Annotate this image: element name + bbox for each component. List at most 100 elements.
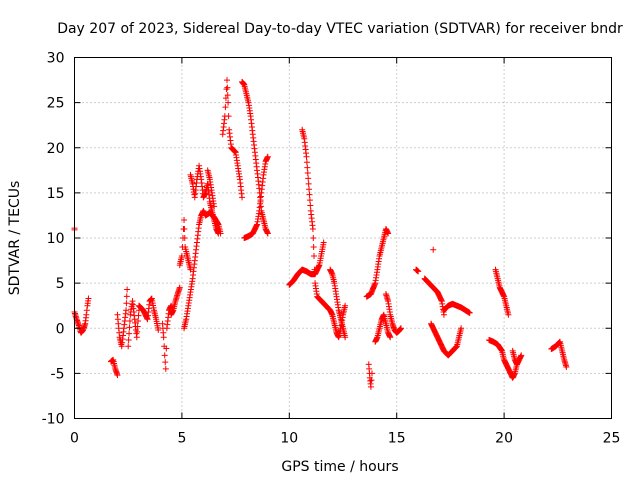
data-point: [155, 327, 162, 334]
y-tick-label: -5: [51, 366, 65, 382]
data-point: [125, 343, 132, 350]
data-point: [126, 318, 133, 325]
data-point: [124, 286, 131, 293]
data-point: [505, 311, 512, 318]
data-segment: [428, 320, 465, 359]
data-segment: [125, 298, 142, 350]
data-point: [85, 295, 92, 302]
data-point: [367, 383, 374, 390]
data-point: [239, 194, 246, 201]
data-segment: [440, 300, 473, 316]
data-point: [305, 180, 312, 187]
data-segment: [363, 225, 392, 300]
data-point: [162, 365, 169, 372]
data-point: [458, 325, 465, 332]
data-segment: [241, 153, 271, 241]
data-point: [264, 230, 271, 237]
x-tick-label: 0: [70, 431, 79, 447]
data-point: [160, 334, 167, 341]
data-point: [466, 309, 473, 316]
y-tick-label: 15: [47, 186, 65, 202]
data-point: [224, 92, 231, 99]
data-point: [303, 159, 310, 166]
data-point: [211, 203, 218, 210]
data-point: [387, 334, 394, 341]
data-point: [309, 225, 316, 232]
data-segment: [168, 284, 183, 318]
data-point: [303, 153, 310, 160]
data-point: [133, 334, 140, 341]
data-segment: [413, 266, 422, 275]
data-segment: [232, 149, 246, 201]
y-tick-label: 0: [56, 321, 65, 337]
y-axis-label: SDTVAR / TECUs: [7, 181, 23, 296]
data-point: [178, 253, 185, 260]
data-point: [306, 186, 313, 193]
data-point: [134, 323, 141, 330]
y-tick-labels: -10 -5 0 5 10 15 20 25 30: [42, 51, 65, 428]
data-point: [563, 364, 570, 371]
data-point: [513, 361, 520, 368]
data-segment: [548, 338, 570, 371]
data-segment: [204, 180, 222, 237]
y-tick-label: 20: [47, 141, 65, 157]
data-point: [181, 235, 188, 241]
data-segment: [299, 126, 336, 318]
data-segment: [372, 311, 394, 345]
data-point: [224, 84, 231, 91]
data-segment: [108, 356, 121, 379]
data-point: [126, 330, 133, 337]
data-point: [83, 311, 90, 318]
x-tick-label: 5: [177, 431, 186, 447]
data-segment: [382, 290, 404, 336]
data-point: [304, 170, 311, 177]
data-point: [222, 95, 229, 102]
data-point: [385, 230, 392, 237]
x-tick-label: 25: [603, 431, 621, 447]
data-point: [368, 370, 375, 377]
x-tick-label: 20: [495, 431, 513, 447]
data-point: [518, 352, 525, 359]
data-point: [397, 325, 404, 332]
data-point: [310, 244, 317, 251]
x-axis-label: GPS time / hours: [281, 459, 398, 475]
data-point: [224, 77, 231, 84]
y-tick-label: 30: [47, 51, 65, 67]
data-segment: [176, 216, 194, 273]
data-segment: [159, 302, 175, 372]
data-segment: [286, 239, 327, 288]
data-segment: [365, 361, 375, 390]
data-point: [310, 235, 317, 241]
data-point: [83, 307, 90, 314]
data-segment: [430, 246, 437, 253]
data-segment: [329, 302, 349, 341]
y-tick-label: 25: [47, 96, 65, 112]
data-point: [123, 300, 130, 307]
data-point: [162, 359, 169, 366]
data-point: [305, 175, 312, 182]
data-point: [176, 284, 183, 291]
data-point: [163, 345, 170, 352]
data-points: [71, 77, 570, 390]
data-segment: [492, 266, 512, 318]
data-point: [135, 312, 142, 319]
data-point: [311, 266, 318, 273]
data-point: [181, 225, 188, 232]
x-tick-labels: 0 5 10 15 20 25: [70, 431, 620, 447]
data-point: [342, 334, 349, 341]
data-segment: [421, 275, 447, 318]
data-segment: [204, 167, 218, 210]
data-point: [368, 377, 375, 384]
data-point: [264, 153, 271, 160]
y-tick-label: -10: [42, 412, 65, 428]
data-point: [134, 328, 141, 335]
data-point: [223, 86, 230, 93]
data-point: [306, 197, 313, 204]
chart-title: Day 207 of 2023, Sidereal Day-to-day VTE…: [57, 21, 623, 37]
data-point: [430, 246, 437, 253]
data-point: [114, 372, 121, 379]
data-point: [342, 302, 349, 309]
data-point: [306, 191, 313, 198]
data-point: [320, 239, 327, 246]
